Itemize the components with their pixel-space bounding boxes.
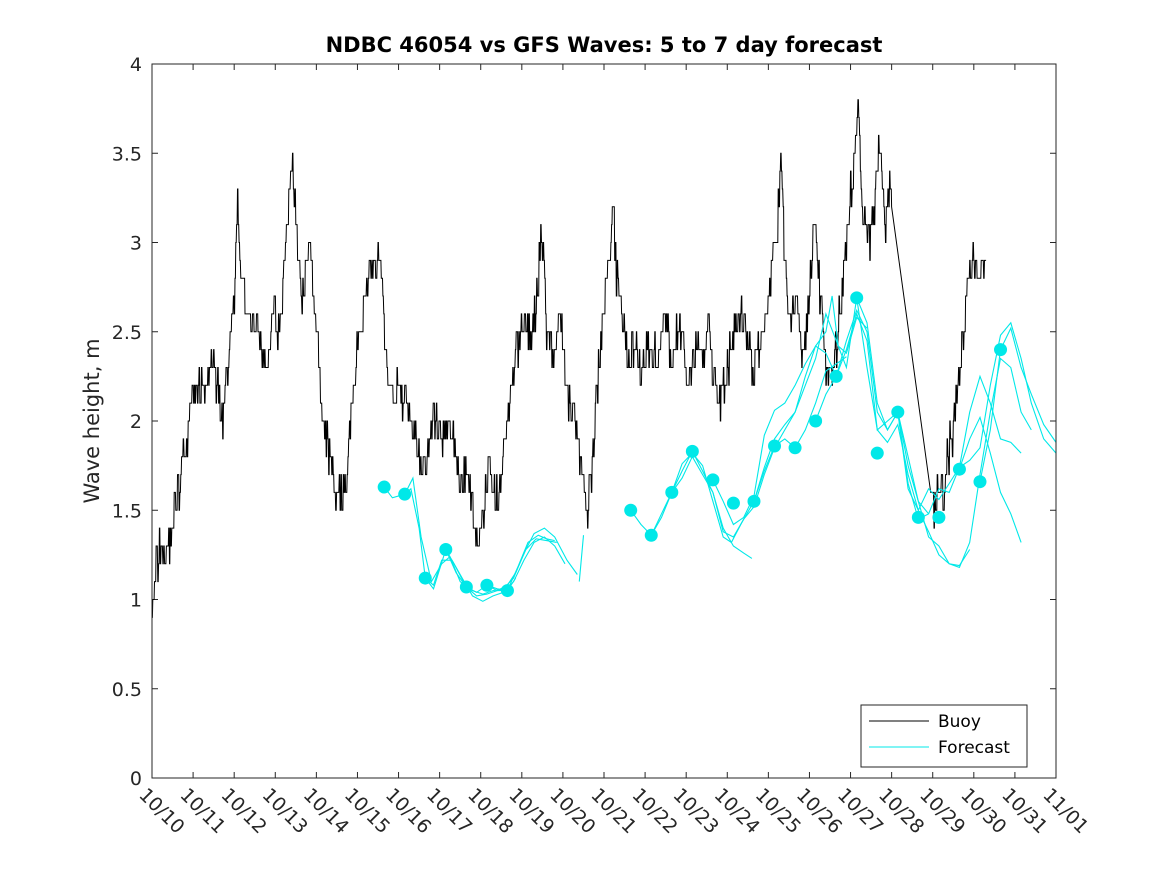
- forecast-marker: [891, 405, 905, 419]
- forecast-run-line: [650, 356, 847, 544]
- y-tick-label: 2: [130, 411, 142, 433]
- y-tick-label: 3.5: [112, 143, 142, 165]
- forecast-marker: [952, 462, 966, 476]
- legend-forecast-label: Forecast: [938, 738, 1010, 758]
- forecast-marker: [665, 485, 679, 499]
- legend-box: [860, 704, 1028, 768]
- forecast-marker: [870, 446, 884, 460]
- forecast-marker: [747, 494, 761, 508]
- forecast-marker: [685, 444, 699, 458]
- chart-title: NDBC 46054 vs GFS Waves: 5 to 7 day fore…: [326, 33, 883, 57]
- forecast-marker: [439, 543, 453, 557]
- forecast-marker: [624, 503, 638, 517]
- forecast-run-line: [578, 535, 585, 582]
- legend: Buoy Forecast: [860, 704, 1028, 768]
- forecast-marker: [500, 584, 514, 598]
- forecast-marker: [398, 487, 412, 501]
- y-axis-label: Wave height, m: [80, 338, 104, 503]
- y-tick-label: 0: [130, 768, 142, 790]
- y-tick-label: 2.5: [112, 322, 142, 344]
- forecast-run-line: [424, 536, 566, 602]
- y-tick-label: 1: [130, 590, 142, 612]
- forecast-marker: [973, 475, 987, 489]
- forecast-marker: [377, 480, 391, 494]
- y-tick-label: 0.5: [112, 679, 142, 701]
- y-tick-label: 3: [130, 233, 142, 255]
- forecast-marker: [788, 441, 802, 455]
- forecast-marker: [726, 496, 740, 510]
- axes-box: [151, 63, 1057, 779]
- forecast-marker: [911, 510, 925, 524]
- forecast-marker: [829, 369, 843, 383]
- forecast-run-line: [753, 295, 971, 567]
- forecast-marker: [932, 510, 946, 524]
- forecast-marker: [644, 528, 658, 542]
- forecast-marker: [459, 580, 473, 594]
- legend-buoy-label: Buoy: [938, 712, 981, 732]
- buoy-series-line: [152, 99, 987, 618]
- forecast-marker: [994, 343, 1008, 357]
- forecast-marker: [850, 291, 864, 305]
- forecast-marker: [418, 571, 432, 585]
- y-tick-label: 4: [130, 54, 142, 76]
- forecast-marker: [480, 578, 494, 592]
- forecast-run-line: [979, 326, 1056, 482]
- forecast-marker: [706, 473, 720, 487]
- y-tick-label: 1.5: [112, 500, 142, 522]
- forecast-marker: [809, 414, 823, 428]
- axes-background: [152, 64, 1056, 778]
- forecast-marker: [768, 439, 782, 453]
- forecast-run-line: [856, 297, 1022, 512]
- forecast-run-line: [958, 415, 1022, 543]
